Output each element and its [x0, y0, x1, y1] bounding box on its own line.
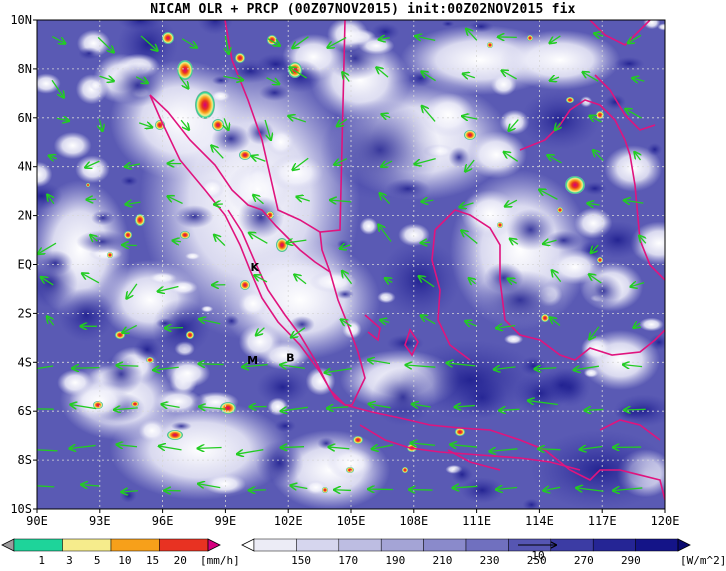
colorbar-tick-label: 230 — [480, 554, 500, 567]
lon-tick-label: 120E — [651, 514, 680, 528]
colorbar-tick-label: 5 — [94, 554, 101, 567]
olr-colorbar: 150 170 190 210 230 250 270 290 [W/m^2] 10 — [241, 538, 726, 567]
lat-tick-label: 6S — [18, 404, 32, 418]
colorbar-swatch — [592, 538, 636, 552]
lon-tick-label: 108E — [399, 514, 428, 528]
colorbar-tick-label: 3 — [66, 554, 73, 567]
lon-tick-label: 102E — [274, 514, 303, 528]
lon-tick-label: 105E — [337, 514, 366, 528]
colorbar-tick-label: 270 — [574, 554, 594, 567]
city-markers: K M B — [247, 261, 294, 367]
colorbar-swatch — [338, 538, 382, 552]
lon-tick-label: 93E — [89, 514, 111, 528]
olr-field — [37, 20, 665, 509]
lat-tick-label: EQ — [18, 258, 32, 272]
colorbar-tick-label: 190 — [385, 554, 405, 567]
lat-tick-label: 8N — [18, 62, 32, 76]
colorbar-swatch — [13, 538, 63, 552]
map-title: NICAM OLR + PRCP (00Z07NOV2015) init:00Z… — [150, 2, 576, 17]
lat-tick-label: 10S — [10, 502, 32, 516]
colorbar-tick-label: 250 — [527, 554, 547, 567]
lat-lon-grid — [37, 20, 665, 509]
lon-tick-label: 117E — [588, 514, 617, 528]
colorbar-tick-label: 290 — [621, 554, 641, 567]
lon-tick-label: 111E — [462, 514, 491, 528]
lat-tick-labels: 10N 8N 6N 4N 2N EQ 2S 4S 6S 8S 10S — [10, 13, 37, 516]
lat-tick-label: 2S — [18, 306, 32, 320]
reference-vector-label: 10 — [531, 549, 544, 562]
lat-tick-label: 2N — [18, 209, 32, 223]
colorbar-tick-label: 10 — [118, 554, 131, 567]
colorbar-swatch — [110, 538, 160, 552]
lon-tick-label: 99E — [215, 514, 237, 528]
colorbar-swatch — [296, 538, 340, 552]
colorbar-tick-label: 170 — [338, 554, 358, 567]
lat-tick-label: 4S — [18, 355, 32, 369]
colorbar-swatch — [635, 538, 679, 552]
colorbar-tick-label: 1 — [38, 554, 45, 567]
colorbar-tick-label: 20 — [174, 554, 187, 567]
lat-tick-label: 8S — [18, 453, 32, 467]
lat-tick-label: 10N — [10, 13, 32, 27]
lon-tick-label: 96E — [152, 514, 174, 528]
colorbar-swatch — [62, 538, 112, 552]
lat-tick-label: 6N — [18, 111, 32, 125]
colorbar-tick-label: 210 — [433, 554, 453, 567]
prcp-colorbar: 1 3 5 10 15 20 [mm/h] — [1, 538, 240, 567]
wind-vectors — [37, 29, 646, 492]
lat-tick-label: 4N — [18, 160, 32, 174]
colorbar-swatch — [253, 538, 297, 552]
marker-b: B — [286, 351, 294, 364]
colorbar-swatch — [550, 538, 594, 552]
marker-k: K — [250, 261, 259, 274]
colorbar-tick-label: 15 — [146, 554, 159, 567]
colorbar-tick-label: 150 — [291, 554, 311, 567]
colorbar-swatch — [159, 538, 209, 552]
lon-tick-label: 90E — [26, 514, 48, 528]
lon-tick-labels: 90E 93E 96E 99E 102E 105E 108E 111E 114E 117E 120E — [26, 509, 679, 528]
marker-m: M — [247, 354, 258, 367]
colorbar-unit: [mm/h] — [200, 554, 240, 567]
colorbar-unit: [W/m^2] — [680, 554, 726, 567]
colorbar-swatch — [380, 538, 424, 552]
colorbar-swatch — [465, 538, 509, 552]
colorbar-swatch — [423, 538, 467, 552]
lon-tick-label: 114E — [525, 514, 554, 528]
